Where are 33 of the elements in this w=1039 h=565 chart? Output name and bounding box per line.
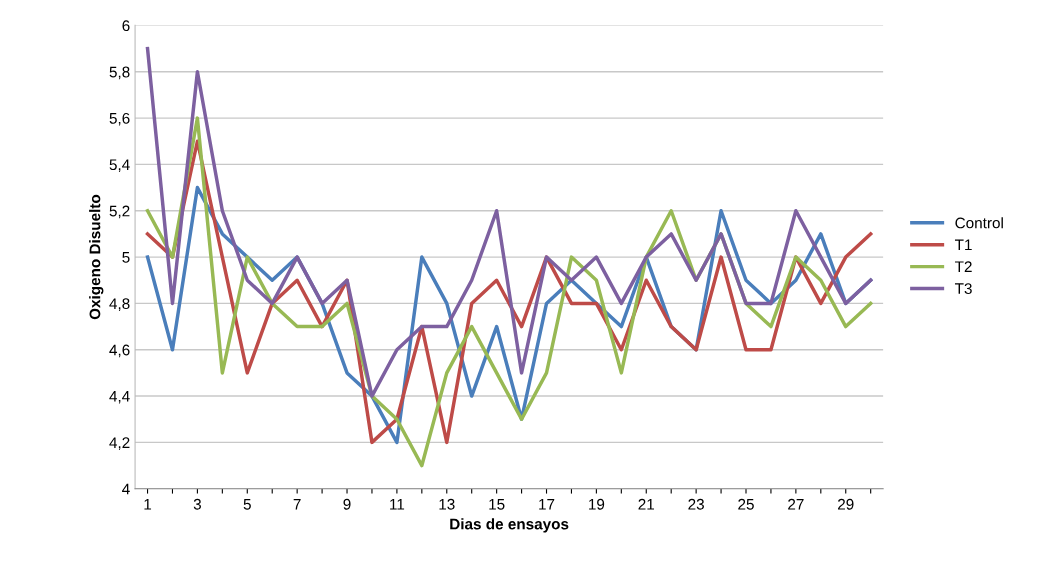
x-tick-label: 7 bbox=[293, 499, 301, 510]
y-tick-label: 4,6 bbox=[109, 344, 130, 358]
x-tick-label: 5 bbox=[243, 499, 251, 510]
y-tick-label: 5,6 bbox=[109, 112, 130, 126]
y-tick-label: 5 bbox=[122, 252, 130, 263]
x-tick-label: 9 bbox=[343, 498, 351, 510]
y-tick-label: 4,4 bbox=[109, 391, 130, 404]
line-series bbox=[145, 46, 873, 398]
x-tick-label: 3 bbox=[193, 498, 201, 510]
x-tick-label: 13 bbox=[439, 498, 455, 510]
legend-label: T3 bbox=[954, 283, 972, 294]
y-tick-label: 4,8 bbox=[109, 298, 130, 311]
x-tick-label: 1 bbox=[144, 499, 152, 510]
y-tick-label: 5,8 bbox=[109, 66, 130, 80]
legend-label: T1 bbox=[954, 239, 972, 251]
x-tick-label: 11 bbox=[390, 499, 405, 510]
x-tick-label: 23 bbox=[688, 498, 704, 510]
x-axis-title: Dias de ensayos bbox=[450, 518, 569, 533]
x-tick-label: 19 bbox=[589, 498, 605, 510]
x-tick-label: 21 bbox=[638, 498, 655, 510]
y-tick-label: 5,2 bbox=[109, 205, 130, 219]
x-tick-label: 27 bbox=[788, 498, 804, 510]
x-tick-label: 17 bbox=[539, 499, 555, 510]
y-tick-label: 4 bbox=[122, 483, 130, 495]
x-tick-label: 29 bbox=[838, 498, 854, 510]
legend-label: Control bbox=[955, 217, 1003, 229]
y-tick-label: 5,4 bbox=[109, 159, 130, 172]
legend-label: T2 bbox=[954, 261, 972, 272]
y-tick-label: 4,2 bbox=[109, 437, 130, 450]
x-tick-label: 25 bbox=[738, 498, 754, 510]
x-tick-label: 15 bbox=[489, 499, 505, 510]
y-tick-label: 6 bbox=[122, 20, 130, 32]
y-axis-title: Oxigeno Disuelto bbox=[89, 194, 104, 320]
